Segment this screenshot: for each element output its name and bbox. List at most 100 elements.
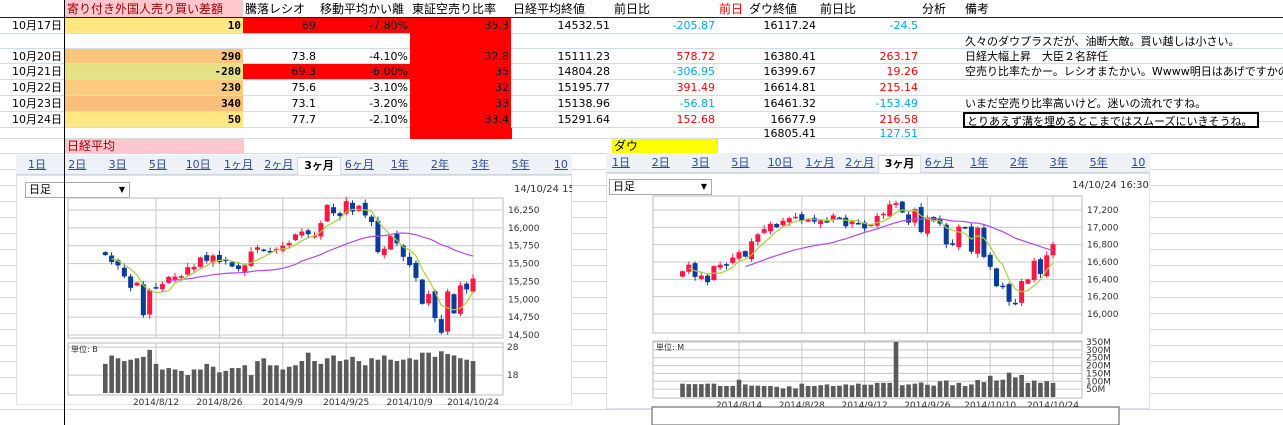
tab-1年[interactable]: 1年 — [970, 156, 989, 169]
column-header[interactable]: 東証空売り比率 — [410, 0, 512, 18]
tab-2日[interactable]: 2日 — [68, 158, 87, 171]
cell-nikkei_chg[interactable]: 391.49 — [612, 80, 718, 96]
column-header[interactable]: 騰落レシオ — [243, 0, 319, 18]
tab-1日[interactable]: 1日 — [28, 158, 46, 171]
cell-note[interactable]: 日経大幅上昇 大臣２名辞任 — [963, 49, 1283, 64]
cell-note[interactable]: いまだ空売り比率高いけど。迷いの流れですね。 — [963, 96, 1283, 112]
cell-ratio[interactable]: 77.7 — [243, 112, 319, 128]
cell-note[interactable] — [963, 128, 1283, 139]
tab-1ヶ月[interactable]: 1ヶ月 — [805, 156, 835, 169]
tab-2年[interactable]: 2年 — [431, 158, 449, 171]
cell-date[interactable]: 10月17日 — [0, 18, 65, 34]
cell-short[interactable]: 32.8 — [410, 49, 512, 64]
cell-deviation[interactable]: -4.10% — [318, 49, 411, 64]
cell-foreign[interactable]: -280 — [65, 64, 244, 80]
tab-5日[interactable]: 5日 — [148, 158, 167, 171]
tab-2年[interactable]: 2年 — [1010, 156, 1028, 169]
cell-short[interactable]: 33.4 — [410, 112, 512, 128]
cell-nikkei_chg[interactable]: -56.81 — [612, 96, 718, 112]
cell-foreign[interactable]: 230 — [65, 80, 244, 96]
label-nikkei[interactable]: 日経平均 — [65, 139, 244, 154]
volume-bar — [362, 365, 368, 393]
cell-dow[interactable]: 16614.81 — [717, 80, 819, 96]
cell-note[interactable]: 空売り比率たかー。レシオまたかい。Wwww明日はあげですかの — [963, 64, 1283, 80]
tab-2ヶ月[interactable]: 2ヶ月 — [264, 158, 294, 171]
tab-1年[interactable]: 1年 — [390, 158, 409, 171]
tab-3日[interactable]: 3日 — [691, 156, 710, 169]
cell-foreign[interactable]: 290 — [65, 49, 244, 64]
cell-nikkei[interactable]: 14804.28 — [511, 64, 613, 80]
cell-short[interactable]: 35.3 — [410, 18, 512, 34]
tab-1日[interactable]: 1日 — [612, 156, 630, 169]
cell-date[interactable]: 10月20日 — [0, 49, 65, 64]
cell-nikkei[interactable]: 15111.23 — [511, 49, 613, 64]
cell-nikkei_chg[interactable]: 152.68 — [612, 112, 718, 128]
tab-3年[interactable]: 3年 — [471, 158, 490, 171]
cell-dow[interactable]: 16677.9 — [717, 112, 819, 128]
tab-2ヶ月[interactable]: 2ヶ月 — [845, 156, 875, 169]
cell-note[interactable]: とりあえず溝を埋めるとこまではスムーズにいきそうね。 — [963, 112, 1259, 128]
tab-3日[interactable]: 3日 — [108, 158, 127, 171]
cell-deviation[interactable]: -3.20% — [318, 96, 411, 112]
cell-ratio[interactable]: 69 — [243, 18, 319, 34]
cell-note[interactable] — [963, 18, 1283, 34]
cell-ratio[interactable]: 73.8 — [243, 49, 319, 64]
cell-date[interactable]: 10月24日 — [0, 112, 65, 128]
dow-interval-dropdown[interactable]: 日足 ▼ — [609, 179, 712, 195]
cell-dow_chg[interactable]: 19.26 — [818, 64, 921, 80]
cell-dow[interactable]: 16399.67 — [717, 64, 819, 80]
cell-nikkei[interactable]: 15291.64 — [511, 112, 613, 128]
tab-5年[interactable]: 5年 — [511, 158, 530, 171]
cell-nikkei[interactable]: 15138.96 — [511, 96, 613, 112]
cell-deviation[interactable]: -3.10% — [318, 80, 411, 96]
tab-1ヶ月[interactable]: 1ヶ月 — [224, 158, 253, 171]
cell-dow_chg[interactable]: 215.14 — [818, 80, 921, 96]
cell-note[interactable] — [963, 80, 1283, 96]
tab-10日[interactable]: 10日 — [185, 158, 211, 171]
cell-deviation[interactable]: -7.80% — [318, 18, 411, 34]
tab-2日[interactable]: 2日 — [651, 156, 670, 169]
cell-date[interactable]: 10月22日 — [0, 80, 65, 96]
column-header[interactable]: 寄り付き外国人売り買い差額 — [65, 0, 244, 18]
cell-deviation[interactable]: -2.10% — [318, 112, 411, 128]
cell-dow[interactable]: 16461.32 — [717, 96, 819, 112]
cell-nikkei[interactable]: 14532.51 — [511, 18, 613, 34]
column-header[interactable]: 備考 — [963, 0, 1283, 18]
tab-3ヶ月[interactable]: 3ヶ月 — [877, 155, 922, 173]
cell-dow_chg[interactable]: 216.58 — [818, 112, 921, 128]
column-header[interactable]: 移動平均かい離 — [318, 0, 411, 18]
volume-bar — [975, 380, 980, 397]
column-header[interactable]: 前日比 — [818, 0, 921, 18]
cell-date[interactable]: 10月23日 — [0, 96, 65, 112]
cell-ratio[interactable]: 69.3 — [243, 64, 319, 80]
column-header[interactable]: 前日比 — [612, 0, 718, 18]
cell-date[interactable]: 10月21日 — [0, 64, 65, 80]
cell-short[interactable]: 32 — [410, 80, 512, 96]
column-header[interactable]: 前日 ダウ終値 — [717, 0, 819, 18]
cell-short[interactable] — [410, 128, 512, 139]
column-header[interactable]: 日経平均終値 — [511, 0, 613, 18]
cell-dow[interactable]: 16117.24 — [717, 18, 819, 34]
cell-foreign[interactable]: 340 — [65, 96, 244, 112]
tab-3ヶ月[interactable]: 3ヶ月 — [297, 157, 341, 175]
candle-body — [723, 264, 729, 266]
volume-bar — [331, 355, 336, 393]
cell-nikkei_chg[interactable]: -205.87 — [612, 18, 718, 34]
tab-5年[interactable]: 5年 — [1089, 156, 1108, 169]
cell-nikkei_chg[interactable]: 578.72 — [612, 49, 718, 64]
tab-6ヶ月[interactable]: 6ヶ月 — [924, 156, 954, 169]
candle-body — [692, 263, 698, 277]
tab-5日[interactable]: 5日 — [731, 156, 750, 169]
cell-note[interactable]: 久々のダウプラスだが、油断大敵。買い越しは小さい。 — [963, 34, 1283, 49]
cell-dow_chg[interactable]: -153.49 — [818, 96, 921, 112]
tab-6ヶ月[interactable]: 6ヶ月 — [344, 158, 374, 171]
cell-dow_chg[interactable]: 263.17 — [818, 49, 921, 64]
cell-ratio[interactable]: 73.1 — [243, 96, 319, 112]
cell-dow_chg[interactable]: -24.5 — [818, 18, 921, 34]
cell-deviation[interactable]: -6.00% — [318, 64, 411, 80]
cell-foreign[interactable]: 50 — [65, 112, 244, 128]
cell-nikkei_chg[interactable]: -306.95 — [612, 64, 718, 80]
tab-3年[interactable]: 3年 — [1049, 156, 1068, 169]
tab-10日[interactable]: 10日 — [767, 156, 793, 169]
candle-body — [1037, 259, 1043, 275]
